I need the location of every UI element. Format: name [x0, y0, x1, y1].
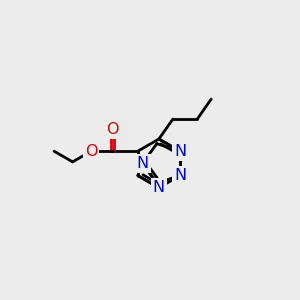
Text: N: N	[174, 168, 186, 183]
Text: O: O	[85, 144, 98, 159]
Text: O: O	[106, 122, 119, 137]
Text: N: N	[153, 180, 165, 195]
Text: N: N	[136, 156, 148, 171]
Text: N: N	[174, 144, 186, 159]
